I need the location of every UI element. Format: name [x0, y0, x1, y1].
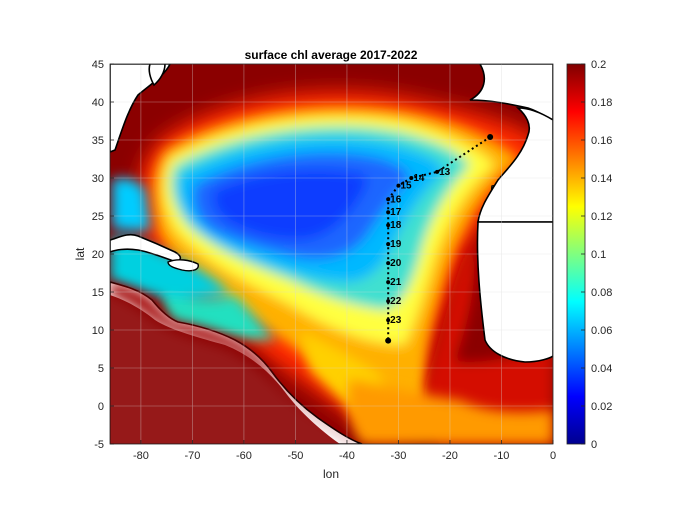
x-tick-label: -80 — [133, 450, 149, 462]
station-point — [386, 210, 391, 215]
track-endpoint — [385, 337, 392, 344]
y-axis-label: lat — [73, 247, 87, 260]
station-label: 22 — [390, 296, 402, 307]
station-label: 23 — [390, 315, 402, 326]
y-tick-label: 0 — [98, 401, 104, 413]
colorbar-tick-label: 0 — [591, 439, 597, 451]
station-label: 15 — [400, 181, 412, 192]
x-tick-label: -10 — [494, 450, 510, 462]
colorbar-ticks: 0 0.02 0.04 0.06 0.08 0.1 0.12 0.14 0.16 0.18 0.2 — [581, 59, 612, 451]
x-axis-label: lon — [323, 467, 339, 481]
y-tick-label: 25 — [92, 211, 104, 223]
station-point — [386, 299, 391, 304]
colorbar-tick-label: 0.02 — [591, 401, 612, 413]
x-axis: -80 -70 -60 -50 -40 -30 -20 -10 0 — [133, 440, 556, 462]
colorbar-tick-label: 0.14 — [591, 173, 612, 185]
station-label: 18 — [390, 220, 402, 231]
colorbar-tick-label: 0.06 — [591, 325, 612, 337]
station-label: 21 — [390, 277, 402, 288]
y-tick-label: 5 — [98, 363, 104, 375]
x-tick-label: -70 — [184, 450, 200, 462]
station-point — [409, 176, 414, 180]
station-point — [386, 197, 391, 202]
colorbar-tick-label: 0.08 — [591, 287, 612, 299]
x-tick-label: 0 — [550, 450, 556, 462]
x-tick-label: -40 — [339, 450, 355, 462]
station-label: 13 — [439, 167, 451, 178]
station-label: 19 — [390, 239, 402, 250]
colorbar-tick-label: 0.18 — [591, 97, 612, 109]
track-endpoint — [487, 133, 494, 140]
x-tick-label: -20 — [442, 450, 458, 462]
station-label: 14 — [413, 173, 425, 184]
y-axis: -5 0 5 10 15 20 25 30 35 40 45 — [92, 59, 114, 451]
y-tick-label: 35 — [92, 135, 104, 147]
colorbar-tick-label: 0.04 — [591, 363, 612, 375]
station-point — [435, 169, 440, 174]
chl-heatmap — [110, 64, 553, 444]
grid — [110, 64, 553, 444]
y-tick-label: 15 — [92, 287, 104, 299]
station-point — [386, 261, 391, 266]
y-tick-label: 40 — [92, 97, 104, 109]
colorbar-tick-label: 0.12 — [591, 211, 612, 223]
station-point — [386, 223, 391, 228]
colorbar-tick-label: 0.16 — [591, 135, 612, 147]
station-label: 17 — [390, 207, 402, 218]
station-point — [396, 183, 401, 188]
x-tick-label: -30 — [391, 450, 407, 462]
y-tick-label: 10 — [92, 325, 104, 337]
x-tick-label: -50 — [287, 450, 303, 462]
station-label: 20 — [390, 258, 402, 269]
station-point — [386, 280, 391, 285]
y-tick-label: 45 — [92, 59, 104, 71]
y-tick-label: 20 — [92, 249, 104, 261]
station-label: 16 — [390, 194, 402, 205]
colorbar-tick-label: 0.1 — [591, 249, 606, 261]
station-point — [386, 242, 391, 247]
y-tick-label: -5 — [94, 439, 104, 451]
chart-title: surface chl average 2017-2022 — [245, 48, 418, 62]
y-tick-label: 30 — [92, 173, 104, 185]
colorbar-tick-label: 0.2 — [591, 59, 606, 71]
x-tick-label: -60 — [236, 450, 252, 462]
station-point — [386, 318, 391, 323]
